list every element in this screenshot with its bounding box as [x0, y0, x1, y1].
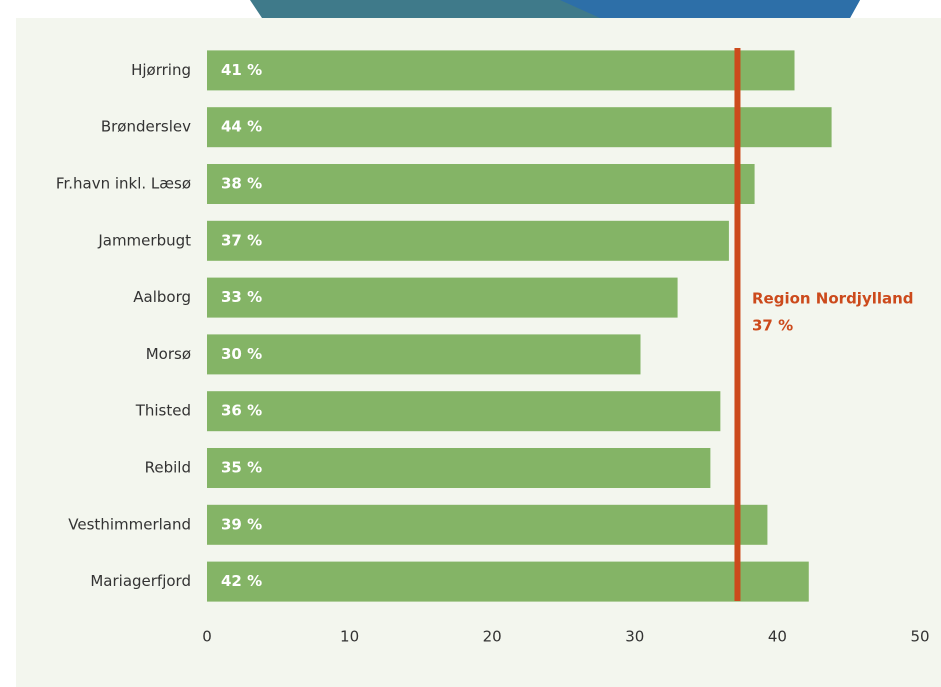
- bar: [207, 107, 832, 148]
- y-tick-label: Mariagerfjord: [90, 572, 191, 590]
- bar: [207, 50, 795, 91]
- bar: [207, 164, 755, 204]
- bar: [207, 277, 678, 318]
- x-tick-label: 10: [340, 628, 359, 646]
- y-tick-label: Jammerbugt: [97, 231, 191, 249]
- bar: [207, 448, 711, 488]
- x-tick-label: 30: [625, 628, 644, 646]
- bar: [207, 561, 809, 602]
- bar: [207, 391, 721, 432]
- reference-label: Region Nordjylland: [752, 290, 914, 308]
- reference-value-label: 37 %: [752, 317, 793, 335]
- y-tick-label: Hjørring: [131, 61, 191, 79]
- photo-fragment: [560, 0, 860, 18]
- bar: [207, 504, 768, 545]
- value-label: 38 %: [221, 175, 262, 193]
- value-label: 33 %: [221, 288, 262, 306]
- value-label: 44 %: [221, 118, 262, 136]
- bar: [207, 220, 729, 261]
- x-tick-label: 20: [483, 628, 502, 646]
- y-tick-label: Thisted: [135, 402, 191, 420]
- y-tick-label: Morsø: [146, 345, 191, 363]
- value-label: 39 %: [221, 515, 262, 533]
- value-label: 35 %: [221, 459, 262, 477]
- y-tick-label: Aalborg: [133, 288, 191, 306]
- x-tick-label: 0: [202, 628, 212, 646]
- y-tick-label: Fr.havn inkl. Læsø: [56, 175, 191, 193]
- value-label: 37 %: [221, 231, 262, 249]
- value-label: 36 %: [221, 402, 262, 420]
- x-tick-label: 40: [768, 628, 787, 646]
- y-tick-label: Brønderslev: [101, 118, 191, 136]
- y-tick-label: Rebild: [145, 459, 191, 477]
- x-tick-label: 50: [910, 628, 929, 646]
- value-label: 42 %: [221, 572, 262, 590]
- y-tick-label: Vesthimmerland: [68, 515, 191, 533]
- value-label: 30 %: [221, 345, 262, 363]
- bar: [207, 334, 641, 375]
- value-label: 41 %: [221, 61, 262, 79]
